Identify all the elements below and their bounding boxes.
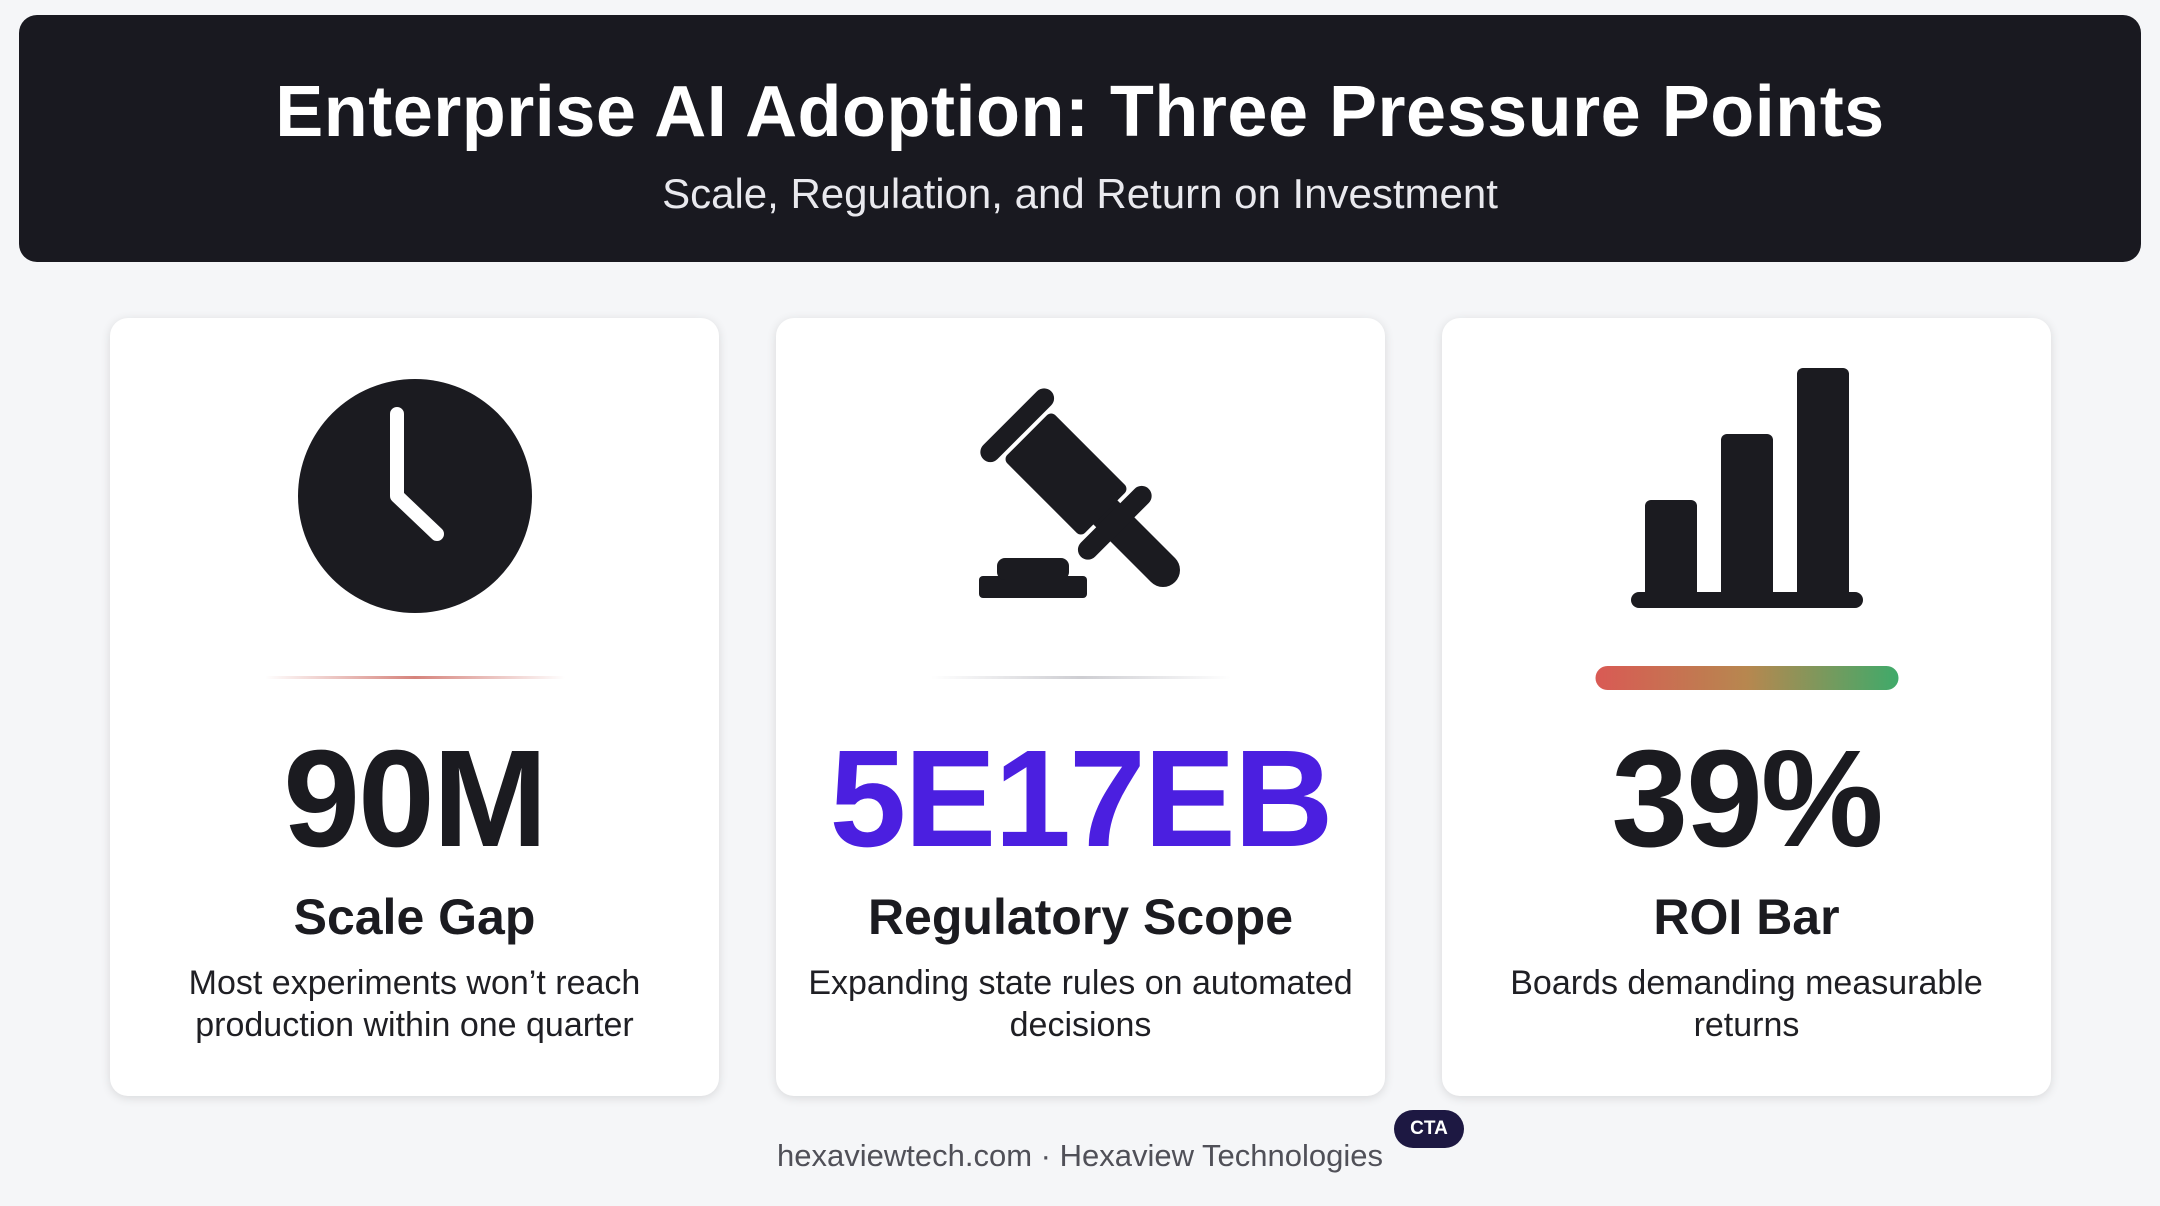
clock-icon [297, 379, 532, 613]
cta-badge[interactable]: CTA [1394, 1110, 1464, 1148]
page-subtitle: Scale, Regulation, and Return on Investm… [662, 170, 1498, 217]
divider [930, 676, 1231, 679]
header-banner: Enterprise AI Adoption: Three Pressure P… [19, 15, 2141, 262]
card-description: Most experiments won’t reach production … [188, 964, 641, 1044]
card-regulatory-scope: 5E17EB Regulatory Scope Expanding state … [776, 318, 1385, 1096]
footer-text[interactable]: hexaviewtech.com · Hexaview Technologies [777, 1138, 1383, 1173]
page-title: Enterprise AI Adoption: Three Pressure P… [275, 72, 1885, 152]
divider [264, 676, 565, 679]
card-heading: Regulatory Scope [867, 889, 1294, 945]
card-scale-gap: 90M Scale Gap Most experiments won’t rea… [110, 318, 719, 1096]
card-heading: Scale Gap [293, 889, 536, 945]
stat-value: 90M [283, 722, 547, 876]
roi-gradient-bar [1595, 666, 1898, 690]
bar-chart-icon [1630, 368, 1863, 608]
card-heading: ROI Bar [1653, 889, 1840, 945]
stat-value: 39% [1611, 722, 1883, 876]
gavel-icon [978, 388, 1180, 598]
card-description: Expanding state rules on automated decis… [808, 964, 1353, 1044]
card-roi-bar: 39% ROI Bar Boards demanding measurable … [1442, 318, 2051, 1096]
card-description: Boards demanding measurable returns [1510, 964, 1983, 1044]
stat-value: 5E17EB [829, 722, 1334, 876]
